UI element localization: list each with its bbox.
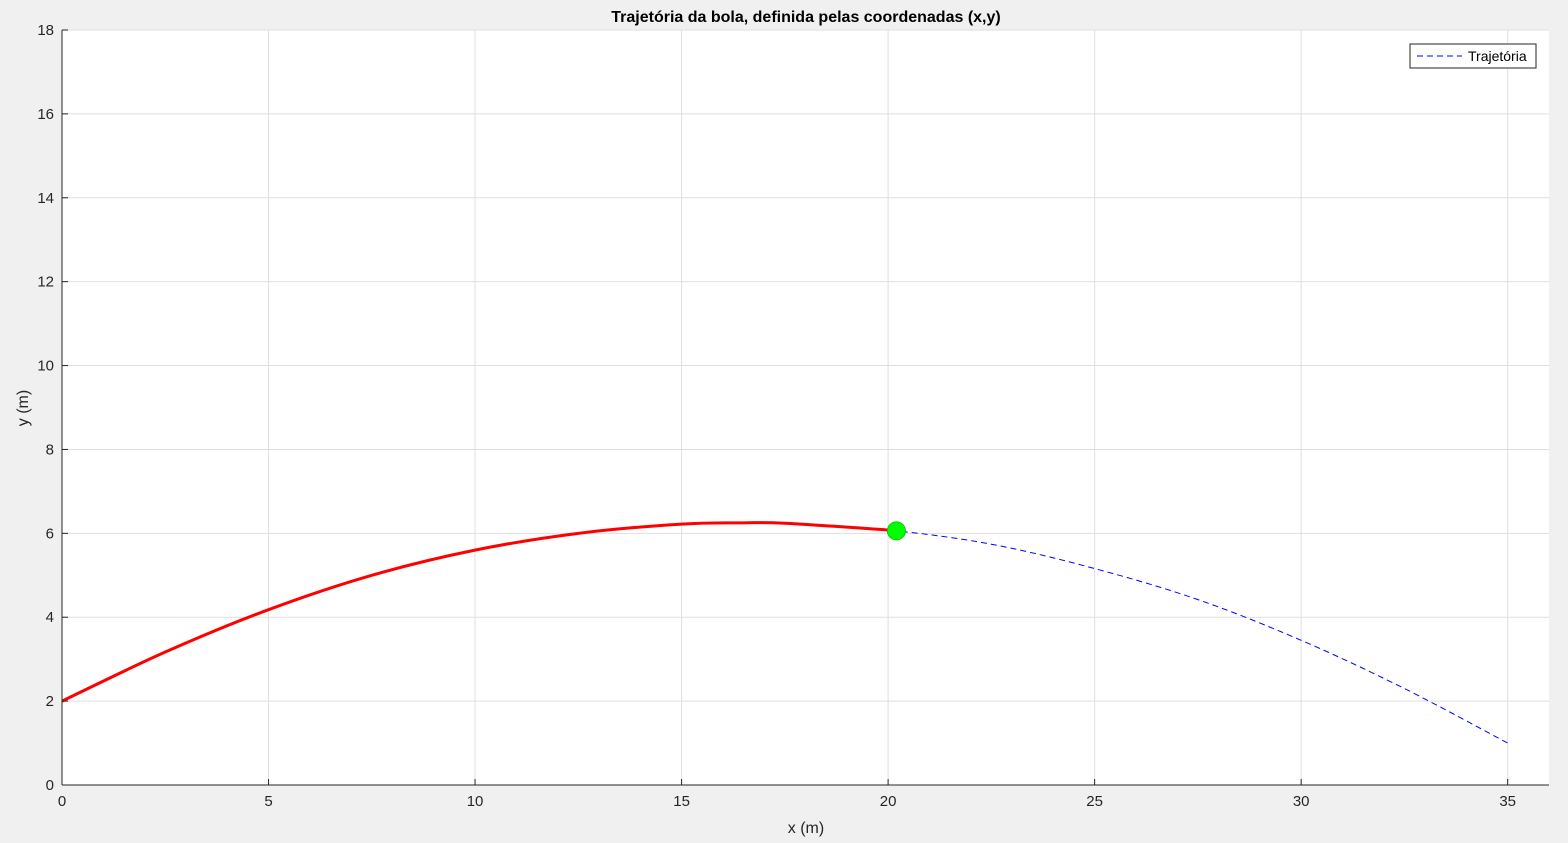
y-tick-label: 4 — [46, 609, 54, 626]
y-tick-label: 12 — [37, 274, 54, 291]
x-tick-label: 0 — [58, 793, 66, 810]
y-tick-label: 14 — [37, 190, 54, 207]
plot-area — [62, 30, 1549, 785]
x-tick-label: 15 — [673, 793, 690, 810]
x-tick-label: 35 — [1499, 793, 1516, 810]
tick-layer: 0 5 10 15 20 25 30 35 0 2 4 6 8 10 12 14 16 18 — [37, 22, 1516, 810]
series-traveled-path-line — [61, 521, 901, 703]
x-tick-label: 5 — [264, 793, 272, 810]
x-tick-label: 20 — [880, 793, 897, 810]
grid-lines — [61, 29, 1549, 786]
series-layer — [61, 521, 1508, 744]
y-tick-label: 18 — [37, 22, 54, 39]
y-tick-label: 0 — [46, 777, 54, 794]
y-tick-label: 16 — [37, 106, 54, 123]
y-axis-label: y (m) — [15, 390, 32, 426]
ball-marker — [886, 521, 906, 541]
legend[interactable]: Trajetória — [1409, 43, 1537, 69]
chart-title: Trajetória da bola, definida pelas coord… — [611, 9, 1000, 26]
x-tick-label: 10 — [467, 793, 484, 810]
x-tick-label: 30 — [1293, 793, 1310, 810]
y-tick-label: 10 — [37, 358, 54, 375]
x-axis-label: x (m) — [788, 820, 824, 837]
y-tick-label: 8 — [46, 441, 54, 458]
y-tick-label: 2 — [46, 693, 54, 710]
legend-label-trajetoria: Trajetória — [1468, 48, 1527, 64]
y-tick-label: 6 — [46, 525, 54, 542]
x-tick-label: 25 — [1086, 793, 1103, 810]
